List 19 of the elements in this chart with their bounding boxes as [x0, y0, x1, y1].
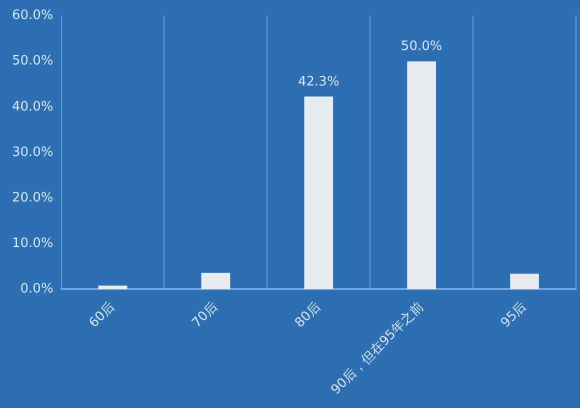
- x-tick-label: 95后: [498, 299, 530, 331]
- x-tick-label: 80后: [292, 299, 324, 331]
- bar: [510, 274, 539, 290]
- bar: [98, 286, 128, 290]
- bar: [407, 61, 436, 290]
- data-label: 42.3%: [298, 74, 340, 90]
- y-tick-label: 50.0%: [12, 54, 54, 69]
- bar: [304, 96, 334, 290]
- y-tick-label: 40.0%: [12, 99, 54, 114]
- y-tick-label: 10.0%: [12, 236, 54, 252]
- y-tick-label: 0.0%: [20, 282, 54, 297]
- y-tick-label: 20.0%: [12, 190, 54, 206]
- y-tick-label: 30.0%: [12, 144, 54, 160]
- x-tick-label: 60后: [86, 299, 118, 331]
- y-tick-label: 60.0%: [12, 8, 54, 24]
- x-tick-label: 90后，但在95年之前: [328, 299, 427, 398]
- bar: [201, 272, 230, 290]
- data-label: 50.0%: [400, 39, 442, 54]
- x-tick-label: 70后: [189, 299, 221, 331]
